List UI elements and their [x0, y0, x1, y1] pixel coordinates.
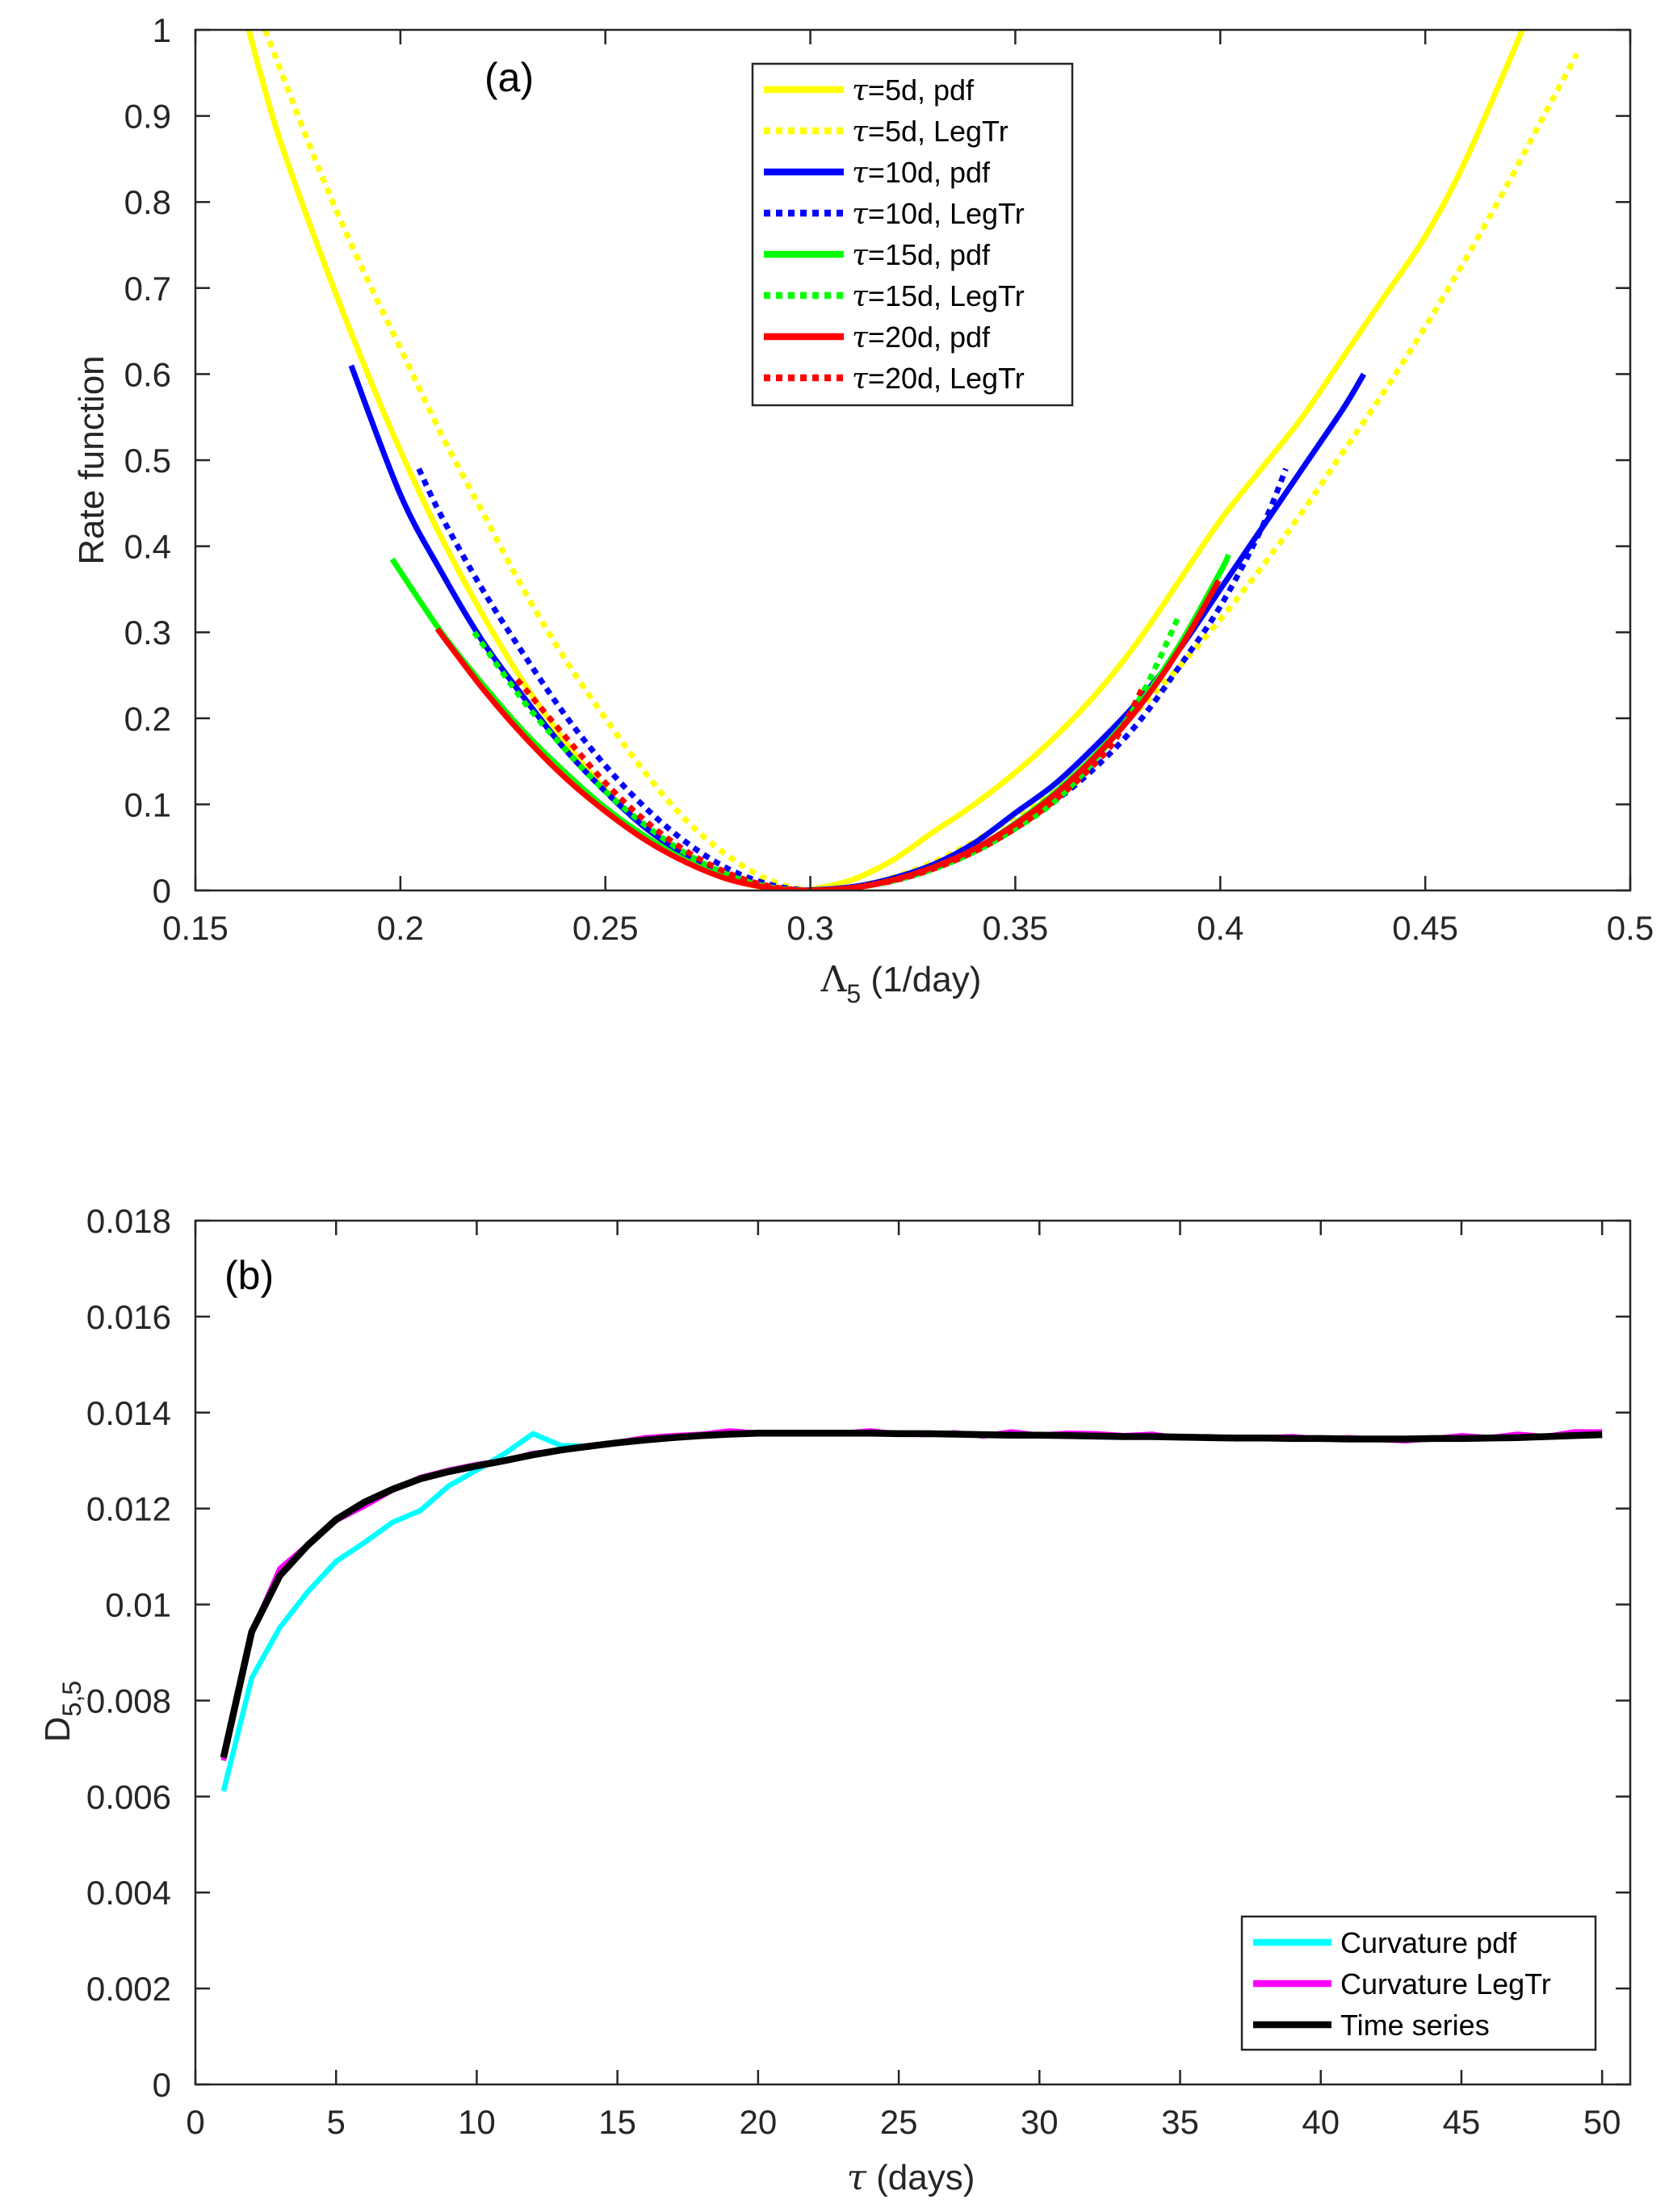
series-line-8	[514, 677, 1145, 890]
y-axis-label-b: D5,5	[38, 1681, 86, 1742]
legend-label: Curvature LegTr	[1340, 1967, 1551, 2000]
y-tick-label: 0.2	[124, 700, 171, 738]
y-tick-label: 0.9	[124, 98, 171, 136]
axes: 0 5 10 15 20 25 30 35 40 45 50 0 0.002 0.004 0.006 0.00…	[86, 1202, 1632, 2141]
series-line-2	[262, 30, 1580, 890]
y-tick-label: 0.4	[124, 528, 171, 566]
x-tick-label: 0.25	[572, 909, 639, 947]
legend-label: Curvature pdf	[1340, 1926, 1517, 1959]
x-axis-label-a: Λ5 (1/day)	[820, 959, 982, 1008]
legend-entry: τ=5d, LegTr	[764, 115, 1009, 149]
legend-label: τ=15d, pdf	[852, 238, 991, 272]
x-tick-label: 25	[880, 2103, 918, 2141]
y-tick-label: 0.008	[86, 1682, 171, 1720]
y-tick-label: 0.1	[124, 786, 171, 823]
y-tick-label: 0.016	[86, 1298, 171, 1336]
x-tick-label: 30	[1021, 2103, 1059, 2141]
legend-entry: Time series	[1253, 2009, 1490, 2042]
legend-box	[751, 62, 1074, 407]
legend-label: τ=5d, LegTr	[852, 115, 1009, 149]
x-axis-label-symbol: τ	[847, 2157, 867, 2198]
y-tick-label: 0.8	[124, 183, 171, 221]
y-tick-label: 0.018	[86, 1202, 171, 1240]
y-tick-label: 1	[153, 11, 171, 49]
x-tick-label: 0.45	[1392, 909, 1458, 947]
legend-label: Time series	[1340, 2009, 1490, 2042]
legend-label: τ=10d, LegTr	[852, 197, 1025, 231]
legend-entry: τ=5d, pdf	[764, 73, 975, 107]
y-tick-label: 0	[153, 2066, 171, 2104]
legend: Curvature pdf Curvature LegTr Time series	[1240, 1915, 1597, 2051]
x-tick-label: 0	[186, 2103, 204, 2141]
x-tick-label: 0.3	[786, 909, 833, 947]
y-tick-label: 0.3	[124, 614, 171, 651]
chart-b: (b) τ (days) D5,5 0 5 10 15 20 25 30 35 40 45 5000…	[38, 1202, 1632, 2198]
y-axis-label-symbol: D	[38, 1716, 78, 1742]
legend-label: τ=20d, pdf	[852, 320, 991, 354]
y-tick-label: 0.5	[124, 442, 171, 480]
x-axis-label-subscript: 5	[846, 979, 861, 1008]
axes: 0.15 0.2 0.25 0.3 0.35 0.4 0.45 0.5 0 0.1 0.2 0.3 0.…	[124, 11, 1654, 947]
x-tick-label: 0.5	[1607, 909, 1654, 947]
y-tick-label: 0.006	[86, 1778, 171, 1816]
legend-entry: Curvature LegTr	[1253, 1967, 1551, 2000]
legend-entry: Curvature pdf	[1253, 1926, 1517, 1959]
x-tick-label: 10	[458, 2103, 496, 2141]
y-tick-label: 0.6	[124, 355, 171, 393]
legend-label: τ=10d, pdf	[852, 156, 991, 190]
chart-a: (a) Λ5 (1/day) Rate function 0.15 0.2 0.25…	[72, 11, 1654, 1008]
y-tick-label: 0.7	[124, 270, 171, 308]
legend-entry: τ=20d, pdf	[764, 320, 991, 354]
legend-entry: τ=15d, LegTr	[764, 279, 1025, 313]
series-line-1	[245, 30, 1525, 890]
y-axis-label-a: Rate function	[72, 355, 111, 564]
x-tick-label: 35	[1161, 2103, 1199, 2141]
x-axis-label-text: (days)	[866, 2158, 975, 2197]
x-tick-label: 0.35	[983, 909, 1049, 947]
y-tick-label: 0.014	[86, 1394, 171, 1432]
legend-entry: τ=20d, LegTr	[764, 362, 1025, 396]
legend-entry: τ=15d, pdf	[764, 238, 991, 272]
series-line-3	[220, 1430, 1603, 1759]
y-tick-label: 0.012	[86, 1490, 171, 1528]
y-tick-label: 0.01	[105, 1586, 171, 1624]
x-axis-label-symbol: Λ	[820, 959, 848, 1000]
x-axis-label-text: (1/day)	[861, 960, 981, 999]
legend: τ=5d, pdf τ=5d, LegTr τ=10d, pdf τ=10d, Leg…	[751, 62, 1074, 407]
y-axis-label-subscript: 5,5	[57, 1681, 86, 1716]
x-tick-label: 0.4	[1197, 909, 1243, 947]
axes-box	[194, 1219, 1632, 2086]
x-tick-label: 0.2	[377, 909, 424, 947]
legend-label: τ=5d, pdf	[852, 73, 975, 107]
x-tick-label: 0.15	[162, 909, 229, 947]
legend-entry: τ=10d, LegTr	[764, 197, 1025, 231]
panel-label-b: (b)	[224, 1253, 274, 1298]
x-tick-label: 5	[327, 2103, 346, 2141]
y-tick-label: 0.002	[86, 1970, 171, 2008]
x-tick-label: 40	[1302, 2103, 1340, 2141]
x-tick-label: 50	[1583, 2103, 1621, 2141]
legend-entry: τ=10d, pdf	[764, 156, 991, 190]
panel-label-a: (a)	[484, 55, 534, 100]
legend-label: τ=15d, LegTr	[852, 279, 1025, 313]
x-axis-label-b: τ (days)	[847, 2157, 975, 2198]
y-tick-label: 0	[153, 872, 171, 910]
x-tick-label: 15	[598, 2103, 636, 2141]
y-tick-label: 0.004	[86, 1874, 171, 1912]
legend-label: τ=20d, LegTr	[852, 362, 1025, 396]
x-tick-label: 20	[740, 2103, 778, 2141]
x-tick-label: 45	[1443, 2103, 1481, 2141]
series-group	[220, 1428, 1603, 1792]
